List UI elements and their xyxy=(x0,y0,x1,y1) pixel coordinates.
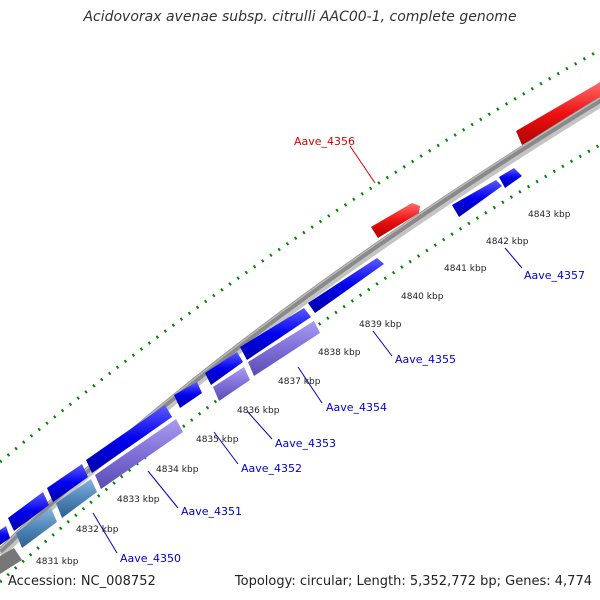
gene-label-aave-4357[interactable]: Aave_4357 xyxy=(524,269,585,282)
leader-line-aave-4350 xyxy=(92,512,118,554)
gene-arrow-aave-4355b[interactable] xyxy=(240,308,311,360)
genome-title: Acidovorax avenae subsp. citrulli AAC00-… xyxy=(83,9,517,25)
gene-arrow-edge[interactable] xyxy=(0,526,10,545)
gene-arrow-aave-4356[interactable] xyxy=(371,203,420,238)
accession-label: Accession: NC_008752 xyxy=(8,574,156,589)
scale-label-4839: 4839 kbp xyxy=(359,320,402,330)
gene-label-aave-4350[interactable]: Aave_4350 xyxy=(120,552,181,565)
gene-arrow-aave-4355a[interactable] xyxy=(308,258,384,313)
gene-label-aave-4354[interactable]: Aave_4354 xyxy=(326,401,387,414)
scale-label-4841: 4841 kbp xyxy=(444,264,487,274)
gene-arrow-aave-4352[interactable] xyxy=(86,405,172,473)
scale-label-4832: 4832 kbp xyxy=(76,525,119,535)
operon-arrow-aave-4355[interactable] xyxy=(248,321,320,376)
operon-arrow-aave-4352[interactable] xyxy=(95,419,183,489)
operon-arrow-aave-4350[interactable] xyxy=(16,508,57,548)
scale-label-4833: 4833 kbp xyxy=(117,495,160,505)
scale-label-4831: 4831 kbp xyxy=(36,557,79,567)
gc-track-outer xyxy=(0,48,600,464)
gene-arrow-reverse-large[interactable] xyxy=(516,82,600,145)
backbone-segment-lower xyxy=(0,548,22,574)
gene-arrow-aave-4357b[interactable] xyxy=(499,168,522,188)
scale-label-4835: 4835 kbp xyxy=(196,435,239,445)
scale-label-4834: 4834 kbp xyxy=(156,465,199,475)
gene-arrow-aave-4353[interactable] xyxy=(174,382,202,408)
leader-line-aave-4354 xyxy=(297,366,323,404)
operon-arrow-aave-4351[interactable] xyxy=(56,479,97,518)
gene-arrow-aave-4351[interactable] xyxy=(47,464,88,502)
gene-label-aave-4355[interactable]: Aave_4355 xyxy=(395,353,456,366)
gene-arrow-aave-4354[interactable] xyxy=(205,352,243,385)
gene-label-aave-4352[interactable]: Aave_4352 xyxy=(241,462,302,475)
scale-label-4843: 4843 kbp xyxy=(528,210,571,220)
scale-label-4838: 4838 kbp xyxy=(318,348,361,358)
leader-line-aave-4351 xyxy=(147,470,179,509)
leader-line-aave-4357 xyxy=(504,247,523,269)
gene-label-aave-4351[interactable]: Aave_4351 xyxy=(181,505,242,518)
scale-label-4836: 4836 kbp xyxy=(237,406,280,416)
gene-arrow-aave-4357a[interactable] xyxy=(452,180,502,217)
leader-line-aave-4353 xyxy=(246,410,273,440)
scale-label-4840: 4840 kbp xyxy=(401,292,444,302)
scale-label-4837: 4837 kbp xyxy=(278,377,321,387)
gene-label-aave-4353[interactable]: Aave_4353 xyxy=(275,437,336,450)
gene-arrow-aave-4350[interactable] xyxy=(8,492,49,531)
scale-label-4842: 4842 kbp xyxy=(486,237,529,247)
leader-line-aave-4356 xyxy=(349,145,376,184)
leader-line-aave-4352 xyxy=(213,431,239,465)
gene-label-aave-4356[interactable]: Aave_4356 xyxy=(294,135,355,148)
operon-arrow-aave-4354[interactable] xyxy=(213,367,250,401)
leader-line-aave-4355 xyxy=(372,330,393,357)
gc-track-inner xyxy=(0,143,600,584)
genome-summary: Topology: circular; Length: 5,352,772 bp… xyxy=(234,574,592,589)
